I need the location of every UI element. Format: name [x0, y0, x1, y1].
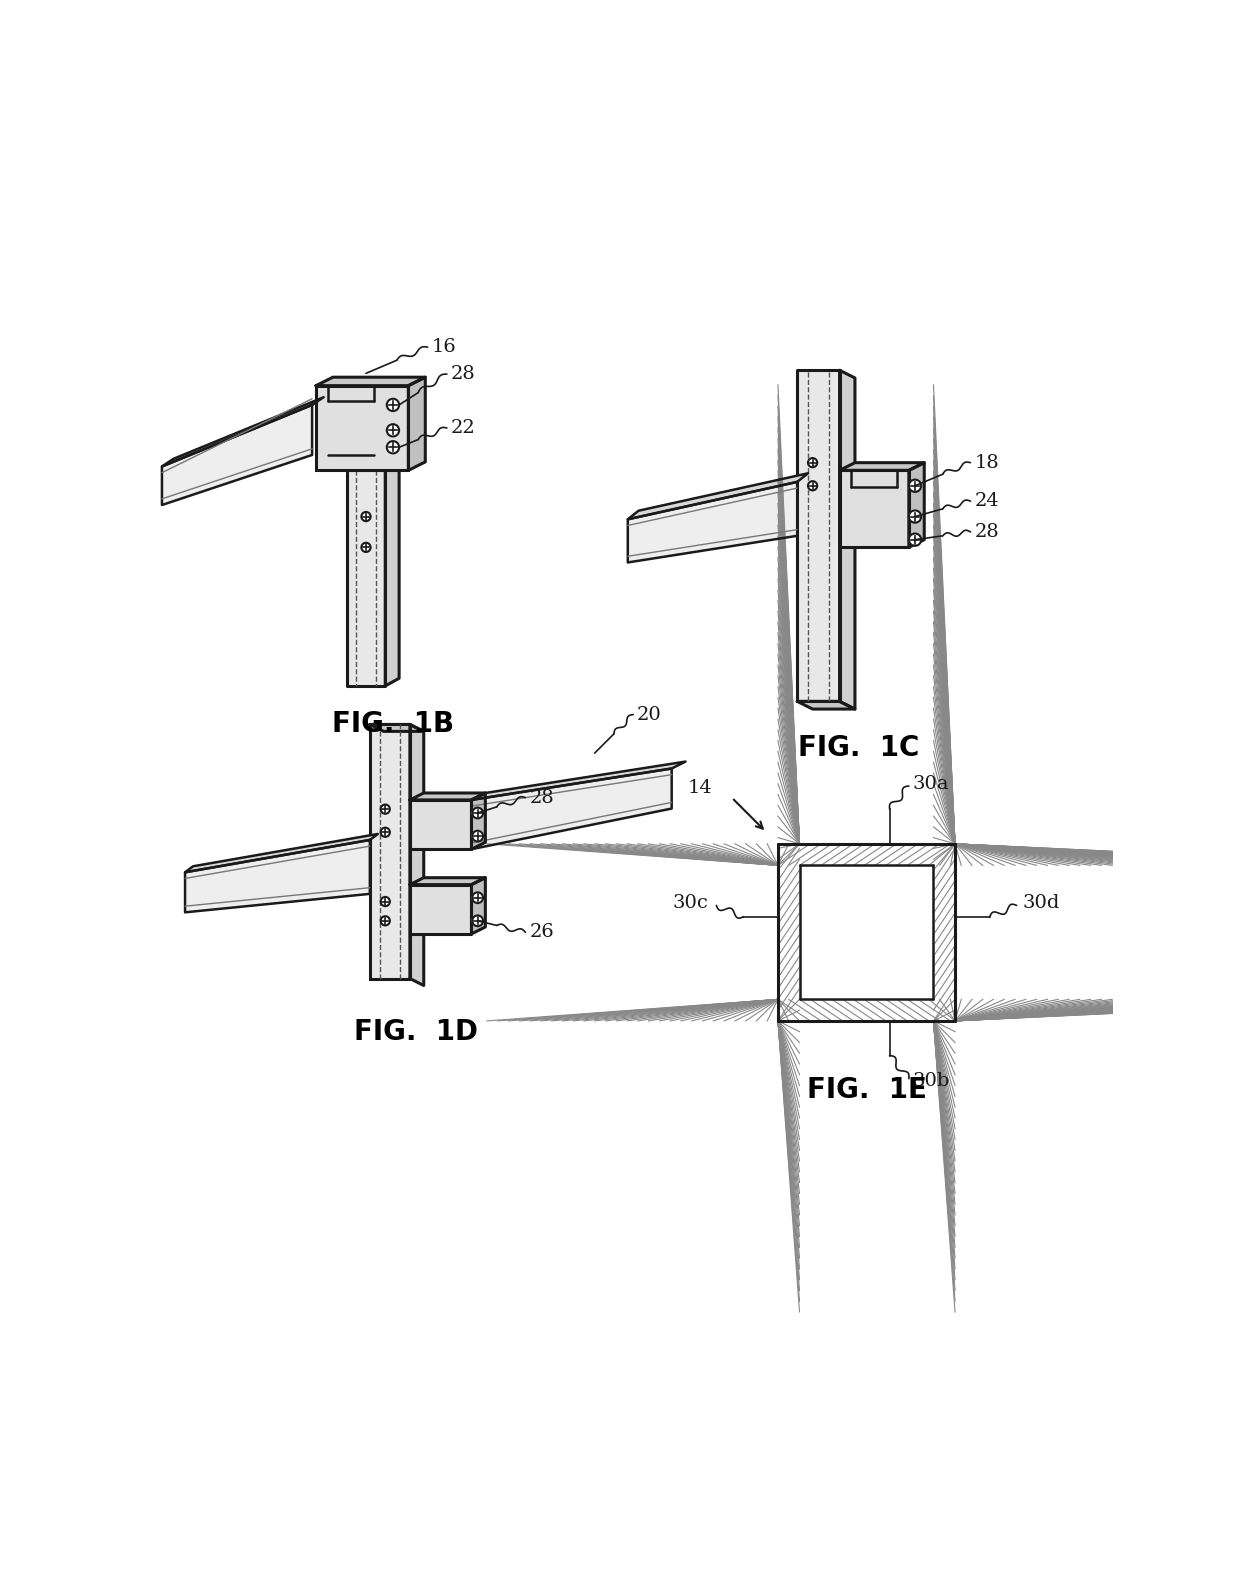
Circle shape	[909, 480, 921, 493]
Polygon shape	[162, 406, 312, 505]
Circle shape	[472, 916, 484, 927]
Polygon shape	[797, 371, 839, 702]
Polygon shape	[471, 768, 672, 849]
Polygon shape	[800, 865, 934, 1000]
Circle shape	[361, 543, 371, 551]
Circle shape	[909, 510, 921, 523]
Polygon shape	[627, 482, 797, 562]
Polygon shape	[410, 724, 424, 985]
Polygon shape	[471, 878, 485, 935]
Circle shape	[387, 399, 399, 412]
Circle shape	[381, 805, 389, 814]
Polygon shape	[370, 724, 424, 732]
Polygon shape	[347, 470, 386, 686]
Text: 26: 26	[529, 923, 554, 941]
Polygon shape	[162, 398, 324, 467]
Polygon shape	[839, 371, 854, 710]
Text: FIG.  1C: FIG. 1C	[799, 733, 920, 762]
Text: 28: 28	[450, 364, 475, 383]
Text: 22: 22	[450, 420, 475, 437]
Circle shape	[909, 534, 921, 546]
Polygon shape	[185, 833, 378, 873]
Polygon shape	[471, 794, 485, 849]
Polygon shape	[370, 724, 410, 979]
Text: FIG.  1D: FIG. 1D	[355, 1019, 479, 1047]
Circle shape	[808, 482, 817, 491]
Text: FIG.  1E: FIG. 1E	[806, 1076, 926, 1104]
Polygon shape	[410, 878, 485, 884]
Circle shape	[381, 897, 389, 906]
Text: 30a: 30a	[913, 775, 949, 792]
Polygon shape	[410, 800, 471, 849]
Polygon shape	[386, 463, 399, 686]
Text: 14: 14	[688, 779, 713, 797]
Text: 18: 18	[975, 453, 999, 472]
Text: 30b: 30b	[913, 1072, 950, 1090]
Polygon shape	[797, 702, 854, 710]
Polygon shape	[839, 470, 909, 548]
Text: 24: 24	[975, 493, 999, 510]
Text: 28: 28	[529, 789, 554, 806]
Circle shape	[472, 892, 484, 903]
Polygon shape	[627, 474, 808, 520]
Polygon shape	[410, 794, 485, 800]
Circle shape	[381, 827, 389, 836]
Text: FIG.  1B: FIG. 1B	[332, 711, 454, 738]
Polygon shape	[408, 377, 425, 470]
Polygon shape	[185, 840, 370, 912]
Polygon shape	[316, 377, 425, 385]
Circle shape	[472, 830, 484, 841]
Circle shape	[387, 440, 399, 453]
Polygon shape	[777, 844, 955, 1022]
Polygon shape	[909, 463, 924, 548]
Circle shape	[381, 916, 389, 925]
Circle shape	[808, 458, 817, 467]
Polygon shape	[316, 385, 408, 470]
Circle shape	[387, 425, 399, 437]
Text: 28: 28	[975, 523, 999, 542]
Polygon shape	[471, 762, 686, 800]
Polygon shape	[410, 884, 471, 935]
Text: 20: 20	[637, 705, 662, 724]
Circle shape	[361, 512, 371, 521]
Polygon shape	[839, 463, 924, 470]
Circle shape	[472, 808, 484, 819]
Text: 30d: 30d	[1023, 893, 1060, 912]
Text: 16: 16	[432, 337, 456, 356]
Text: 30c: 30c	[673, 893, 708, 912]
